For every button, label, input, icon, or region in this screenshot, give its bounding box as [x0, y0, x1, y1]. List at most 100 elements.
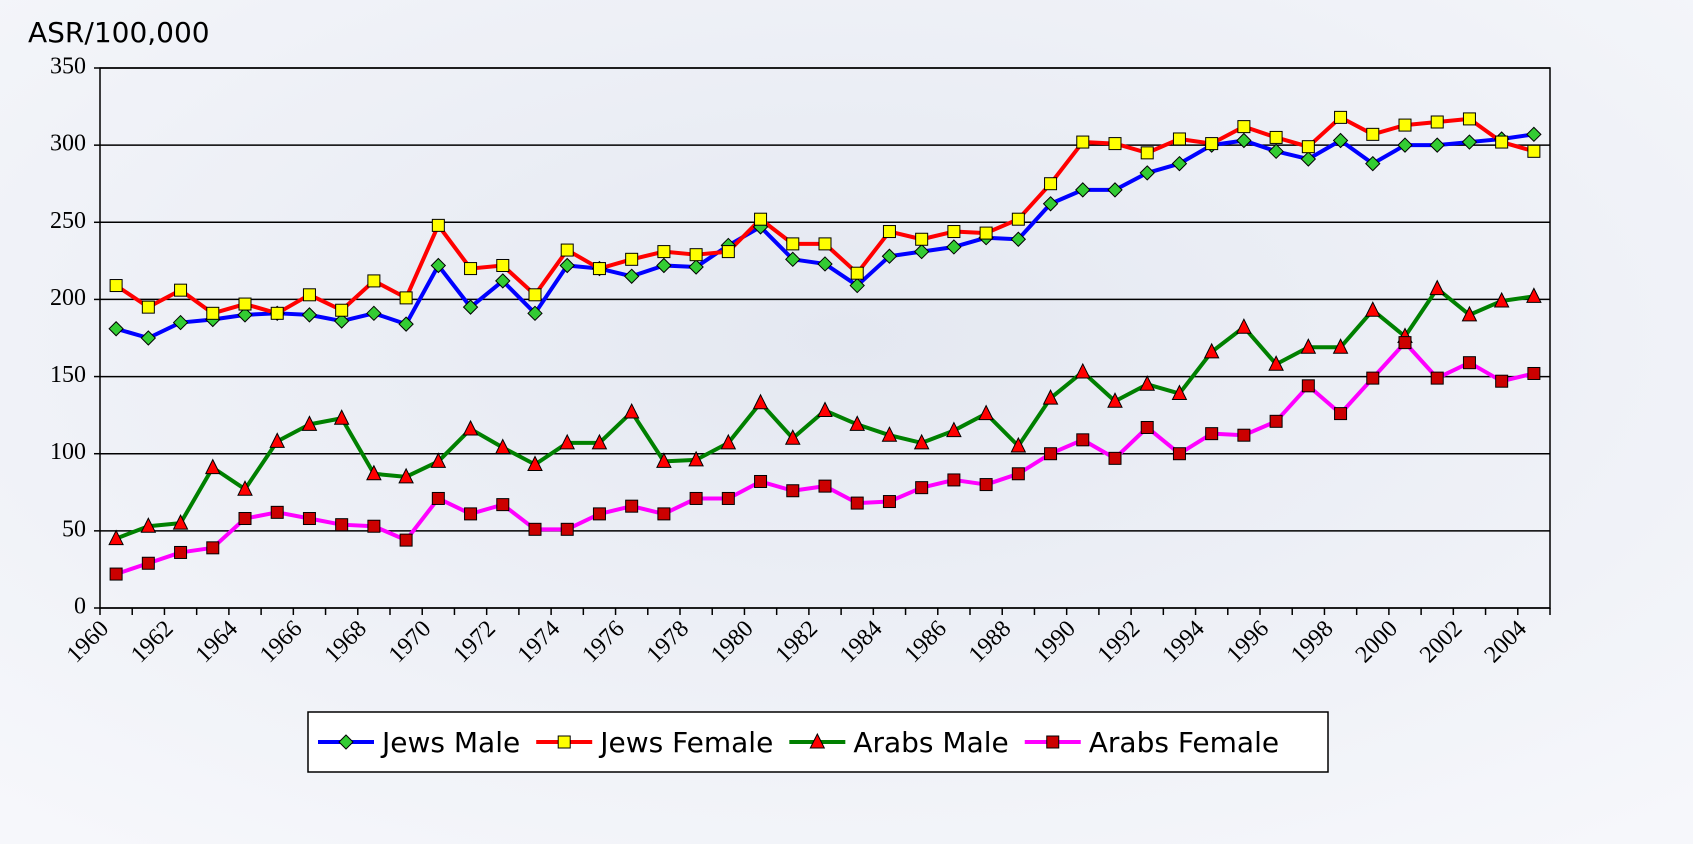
data-point: [1044, 447, 1058, 461]
legend-marker: [809, 732, 826, 749]
legend-label: Arabs Male: [853, 726, 1008, 759]
data-point: [108, 321, 124, 337]
data-point: [786, 484, 800, 498]
data-point: [108, 529, 124, 546]
data-point: [109, 567, 123, 581]
data-point: [656, 452, 672, 468]
data-point: [238, 512, 252, 526]
data-point: [592, 507, 606, 521]
data-point: [1236, 318, 1252, 334]
data-point: [979, 226, 993, 240]
data-point: [333, 313, 350, 329]
data-point: [431, 491, 445, 505]
legend-label: Jews Male: [380, 726, 520, 759]
data-point: [559, 257, 575, 274]
legend-label: Arabs Female: [1089, 726, 1279, 759]
data-point: [1108, 451, 1122, 465]
data-point: [174, 283, 188, 297]
data-point: [915, 232, 929, 246]
data-point: [1237, 120, 1251, 134]
data-point: [1269, 130, 1283, 144]
data-point: [1140, 146, 1154, 160]
data-point: [367, 519, 381, 533]
y-tick-label: 100: [50, 439, 86, 465]
data-point: [1527, 144, 1541, 158]
data-point: [1462, 356, 1476, 370]
data-point: [1076, 135, 1090, 149]
data-point: [367, 274, 381, 288]
data-point: [656, 257, 672, 274]
data-point: [1236, 132, 1252, 149]
data-point: [1044, 177, 1058, 191]
data-point: [817, 401, 833, 418]
data-point: [881, 248, 898, 264]
data-point: [335, 518, 349, 532]
data-point: [1074, 362, 1091, 379]
data-point: [657, 507, 671, 521]
data-point: [335, 303, 349, 317]
data-point: [1334, 407, 1348, 421]
data-point: [1527, 366, 1541, 380]
data-point: [1010, 231, 1027, 247]
data-point: [591, 433, 608, 450]
data-point: [721, 491, 735, 505]
data-point: [462, 419, 479, 436]
data-point: [1075, 182, 1091, 198]
data-point: [206, 541, 220, 555]
data-point: [140, 517, 157, 533]
data-point: [1301, 140, 1315, 154]
data-point: [528, 288, 542, 302]
data-point: [1172, 447, 1186, 461]
data-point: [464, 262, 478, 276]
data-point: [881, 426, 898, 442]
data-point: [495, 273, 511, 289]
data-point: [623, 268, 640, 284]
data-point: [1011, 467, 1025, 481]
data-point: [1462, 112, 1476, 126]
legend: Jews Male Jews Female Arabs Male Arabs Fema…: [307, 711, 1329, 773]
data-point: [1366, 371, 1380, 385]
data-point: [399, 533, 413, 547]
data-point: [1495, 135, 1509, 149]
data-point: [1139, 375, 1156, 391]
data-point: [206, 306, 220, 320]
data-point: [528, 522, 542, 536]
data-point: [784, 429, 801, 445]
data-point: [1300, 338, 1317, 354]
data-point: [269, 432, 286, 448]
data-point: [688, 259, 704, 275]
data-point: [657, 245, 671, 259]
data-point: [237, 307, 253, 323]
data-point: [1108, 137, 1122, 151]
y-tick-label: 200: [50, 285, 86, 311]
data-point: [398, 467, 414, 484]
data-point: [850, 496, 864, 510]
data-point: [1140, 420, 1154, 434]
y-tick-label: 50: [62, 516, 86, 542]
data-point: [1365, 155, 1381, 172]
data-point: [302, 288, 316, 302]
legend-marker: [557, 735, 571, 749]
data-point: [946, 421, 962, 438]
data-point: [947, 473, 961, 487]
data-point: [1139, 165, 1155, 181]
data-point: [1042, 196, 1059, 212]
data-point: [462, 299, 479, 315]
data-point: [527, 305, 543, 322]
data-point: [978, 404, 994, 421]
data-point: [1107, 392, 1123, 408]
data-point: [913, 433, 930, 450]
data-point: [496, 498, 510, 512]
data-point: [1430, 371, 1444, 385]
y-tick-label: 0: [74, 594, 86, 620]
data-point: [1205, 427, 1219, 441]
data-point: [1429, 279, 1446, 296]
data-point: [560, 243, 574, 257]
data-point: [1398, 118, 1412, 132]
data-point: [689, 491, 703, 505]
data-point: [560, 522, 574, 536]
data-point: [174, 545, 188, 559]
data-point: [1171, 384, 1188, 401]
